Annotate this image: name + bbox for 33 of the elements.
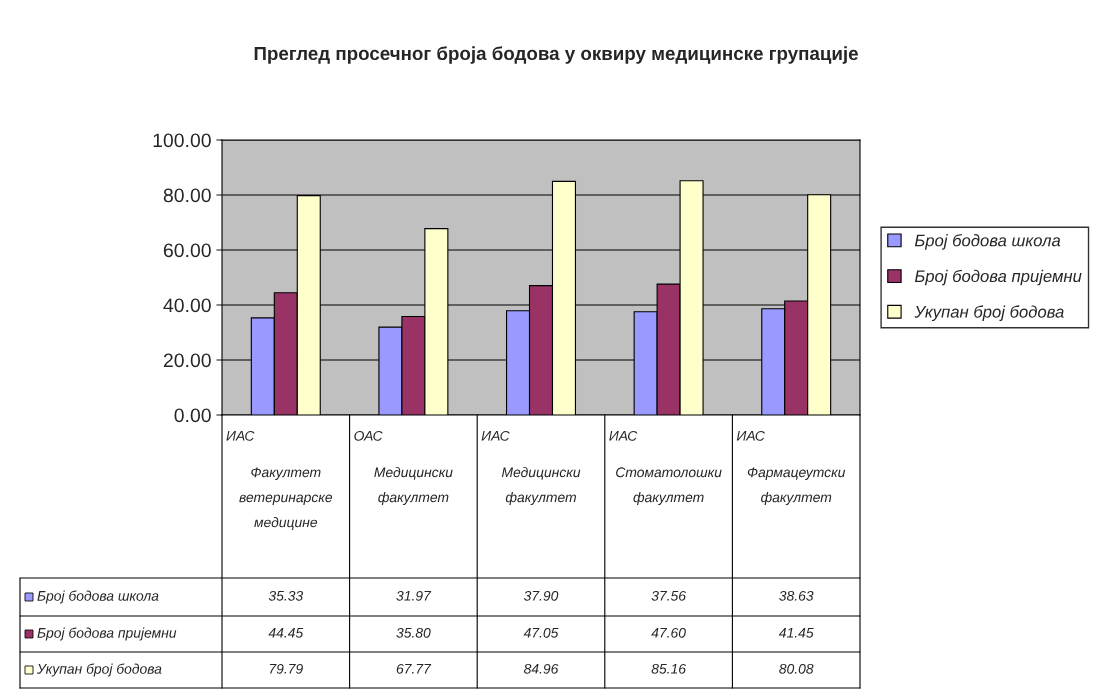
data-label: 80.08 [779, 663, 814, 674]
y-tick-label: 40.00 [163, 298, 211, 313]
data-label: 41.45 [778, 628, 814, 638]
text: Укупан број бодова [36, 663, 162, 677]
data-label: 35.33 [268, 590, 304, 601]
data-label: 79.79 [269, 663, 303, 674]
legend-label: Број бодова школа [914, 233, 1061, 250]
category-label: ИАС Стоматолошки факултет [609, 430, 722, 505]
data-label: 35.80 [396, 627, 431, 638]
data-label: 44.45 [268, 628, 304, 638]
category-label: ИАС Факултет ветеринарске медицине [226, 430, 333, 530]
y-tick-label: 60.00 [163, 243, 211, 258]
data-label: 31.97 [396, 590, 432, 601]
data-label: 38.63 [779, 590, 814, 601]
category-label: ИАС Медицински факултет [481, 430, 581, 505]
data-label: 67.77 [396, 663, 432, 674]
data-label: 85.16 [651, 663, 686, 674]
text: Број бодова пријемни [37, 627, 177, 641]
data-label: 37.56 [651, 590, 686, 601]
legend-label: Укупан број бодова [914, 305, 1064, 322]
data-label: 47.05 [523, 627, 559, 638]
category-label: ИАС Фармацеутски факултет [736, 430, 846, 505]
category-label: ОАС Медицински факултет [354, 430, 453, 505]
y-tick-label: 100.00 [153, 133, 211, 148]
data-label: 47.60 [651, 627, 686, 638]
chart-title: Преглед просечног броја бодова у оквиру медицинске групације [254, 46, 858, 64]
y-tick-label: 0.00 [174, 408, 211, 423]
text: Број бодова школа [37, 590, 159, 604]
data-label: 84.96 [523, 663, 559, 674]
data-label: 37.90 [523, 590, 559, 601]
legend-label: Број бодова пријемни [914, 269, 1082, 286]
y-tick-label: 20.00 [163, 353, 211, 368]
y-tick-label: 80.00 [163, 188, 211, 203]
